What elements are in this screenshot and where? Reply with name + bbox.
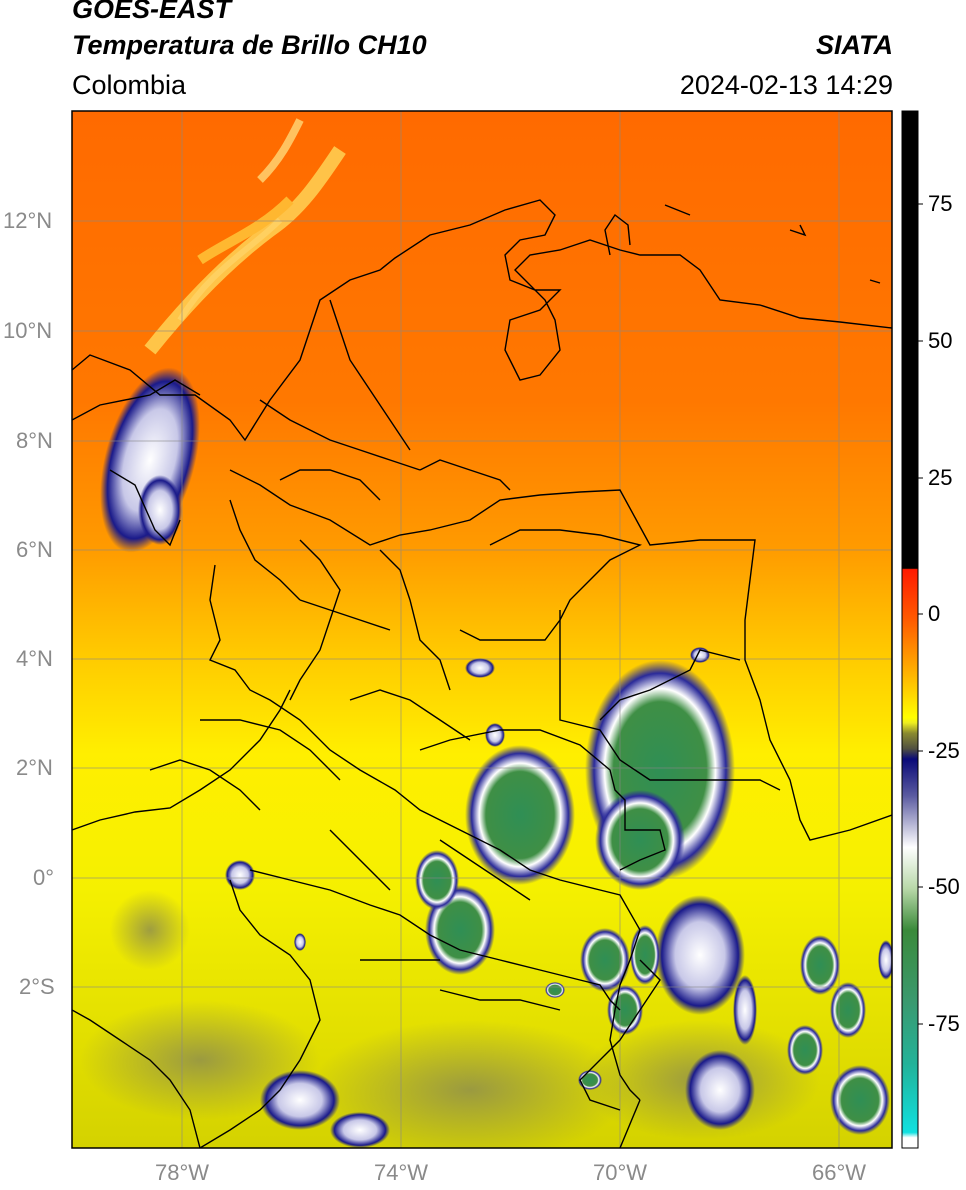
- product-title: Temperatura de Brillo CH10: [72, 30, 427, 60]
- temperature-field: [72, 111, 892, 1148]
- lat-label-12n: 12°N: [3, 208, 53, 233]
- graticule: [72, 111, 892, 1148]
- lat-label-6n: 6°N: [16, 537, 53, 562]
- colorbar-tick-25: 25: [928, 465, 953, 490]
- source-label: SIATA: [816, 30, 893, 60]
- lon-label-70w: 70°W: [593, 1160, 648, 1185]
- region-label: Colombia: [72, 70, 187, 100]
- colorbar-tick-minus25: -25: [928, 738, 960, 763]
- lat-label-2s: 2°S: [19, 974, 55, 999]
- lat-label-10n: 10°N: [3, 318, 53, 343]
- lon-label-66w: 66°W: [812, 1160, 867, 1185]
- storm-cells: [100, 367, 892, 1148]
- lat-label-2n: 2°N: [16, 755, 53, 780]
- lon-label-78w: 78°W: [155, 1160, 210, 1185]
- datetime-label: 2024-02-13 14:29: [679, 70, 893, 100]
- map-frame: [71, 110, 893, 1149]
- colorbar-tick-0: 0: [928, 601, 941, 626]
- colorbar-tick-minus50: -50: [928, 874, 960, 899]
- lat-label-4n: 4°N: [16, 646, 53, 671]
- colorbar-tick-50: 50: [928, 328, 953, 353]
- lat-label-8n: 8°N: [16, 428, 53, 453]
- colorbar-frame: [901, 110, 919, 1149]
- colorbar: [902, 111, 918, 1148]
- colorbar-tick-minus75: -75: [928, 1011, 960, 1036]
- colorbar-ticks: [918, 203, 923, 1025]
- cirrus-streaks: [144, 118, 346, 355]
- satellite-title: GOES-EAST: [72, 0, 232, 24]
- borders: [72, 199, 892, 1148]
- lat-label-0: 0°: [33, 865, 55, 890]
- colorbar-tick-75: 75: [928, 191, 953, 216]
- lon-label-74w: 74°W: [374, 1160, 429, 1185]
